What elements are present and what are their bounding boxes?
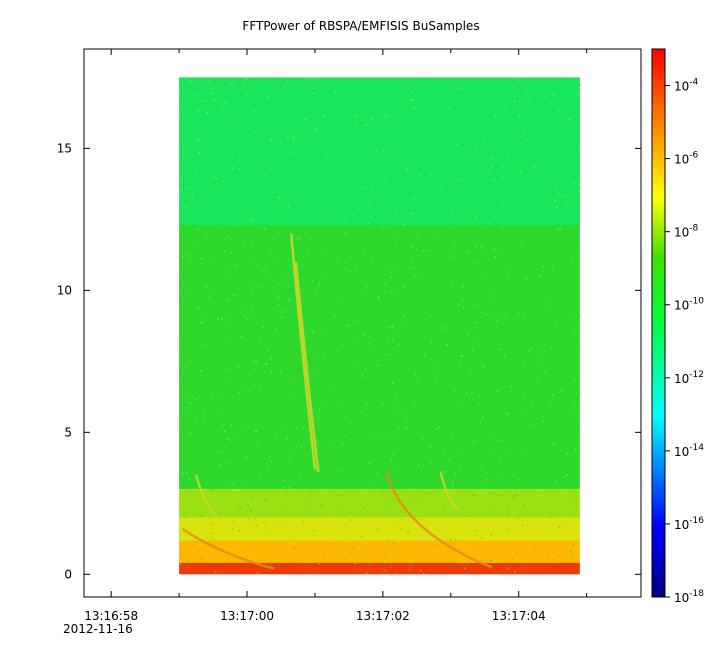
y-axis: 0 5 10 15 [57,141,641,581]
colorbar-gradient [651,48,666,598]
noise-texture [179,77,582,576]
whistler-arc [181,527,275,570]
colorbar-ticks: 10-4 10-6 10-8 10-10 10-12 10-14 10-16 10-18 [665,78,704,605]
y-tick-label: 15 [57,141,72,155]
colorbar-tick-label: 10-8 [674,224,699,240]
x-tick-label: 13:16:58 [84,609,138,623]
power-band [179,489,580,518]
x-tick-label: 13:17:00 [220,609,274,623]
colorbar-tick-label: 10-6 [674,151,699,167]
power-band [179,225,580,490]
x-axis: 2012-11-16 13:16:58 13:17:00 13:17:02 13:17… [63,49,588,636]
chorus-streak [289,233,317,470]
y-tick-label: 0 [64,567,72,581]
x-tick-label: 13:17:04 [492,609,546,623]
colorbar-tick-label: 10-4 [674,78,699,94]
colorbar-tick-label: 10-16 [674,516,704,532]
colorbar: 10-4 10-6 10-8 10-10 10-12 10-14 10-16 10-18 [651,48,704,605]
y-tick-label: 5 [64,425,72,439]
hook [439,471,459,510]
power-band [179,562,580,575]
x-tick-label: 13:17:02 [356,609,410,623]
whistler-arc [385,471,493,569]
chart-title: FFTPower of RBSPA/EMFISIS BuSamples [242,19,479,33]
power-band [179,540,580,563]
x-date-label: 2012-11-16 [63,622,133,636]
y-tick-label: 10 [57,283,72,297]
colorbar-tick-label: 10-12 [674,370,704,386]
hook [194,474,218,519]
colorbar-tick-label: 10-10 [674,297,704,313]
colorbar-tick-label: 10-18 [674,589,704,605]
spectrogram-data [179,77,582,576]
chorus-streak [294,261,320,473]
colorbar-tick-label: 10-14 [674,443,704,459]
power-band [179,77,580,226]
plot-area: 0 5 10 15 2012-11-16 13:16:58 13:17:00 13:17:… [57,48,642,636]
